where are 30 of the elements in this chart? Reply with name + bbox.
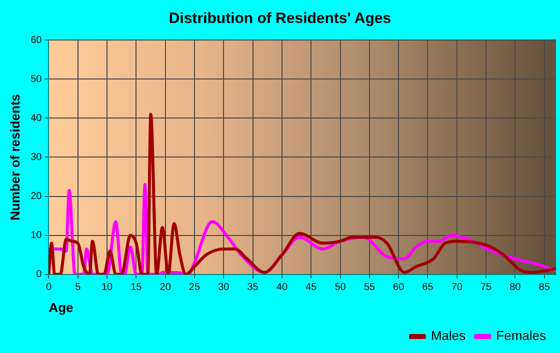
legend-label: Males [430, 328, 466, 344]
x-tick-label: 30 [218, 282, 230, 294]
x-tick-label: 75 [480, 282, 492, 294]
x-tick-label: 65 [422, 282, 434, 294]
chart-title: Distribution of Residents' Ages [168, 10, 392, 28]
x-tick-label: 70 [451, 282, 463, 294]
x-tick-label: 25 [188, 282, 200, 294]
x-tick-label: 80 [510, 282, 522, 294]
y-tick-label: 30 [30, 152, 42, 163]
x-tick-label: 20 [160, 282, 172, 294]
x-tick-label: 15 [130, 282, 142, 294]
y-tick-label: 60 [30, 34, 42, 46]
legend-label: Females [496, 328, 546, 344]
x-tick-label: 35 [247, 282, 259, 294]
x-tick-label: 5 [75, 282, 82, 294]
x-tick-label: 0 [46, 282, 52, 294]
x-tick-label: 10 [101, 282, 114, 294]
x-axis-title: Age [48, 300, 74, 315]
y-tick-label: 50 [30, 74, 42, 85]
y-tick-label: 10 [30, 230, 42, 242]
y-axis-title: Number of residents [7, 94, 22, 220]
x-tick-label: 40 [276, 282, 288, 294]
y-tick-label: 40 [30, 112, 42, 124]
x-tick-label: 50 [334, 282, 346, 294]
x-tick-label: 45 [306, 282, 318, 294]
y-tick-label: 20 [30, 191, 42, 202]
x-tick-label: 85 [538, 282, 550, 294]
y-tick-label: 0 [36, 269, 42, 280]
x-tick-label: 55 [364, 282, 376, 294]
x-tick-label: 60 [393, 282, 405, 294]
